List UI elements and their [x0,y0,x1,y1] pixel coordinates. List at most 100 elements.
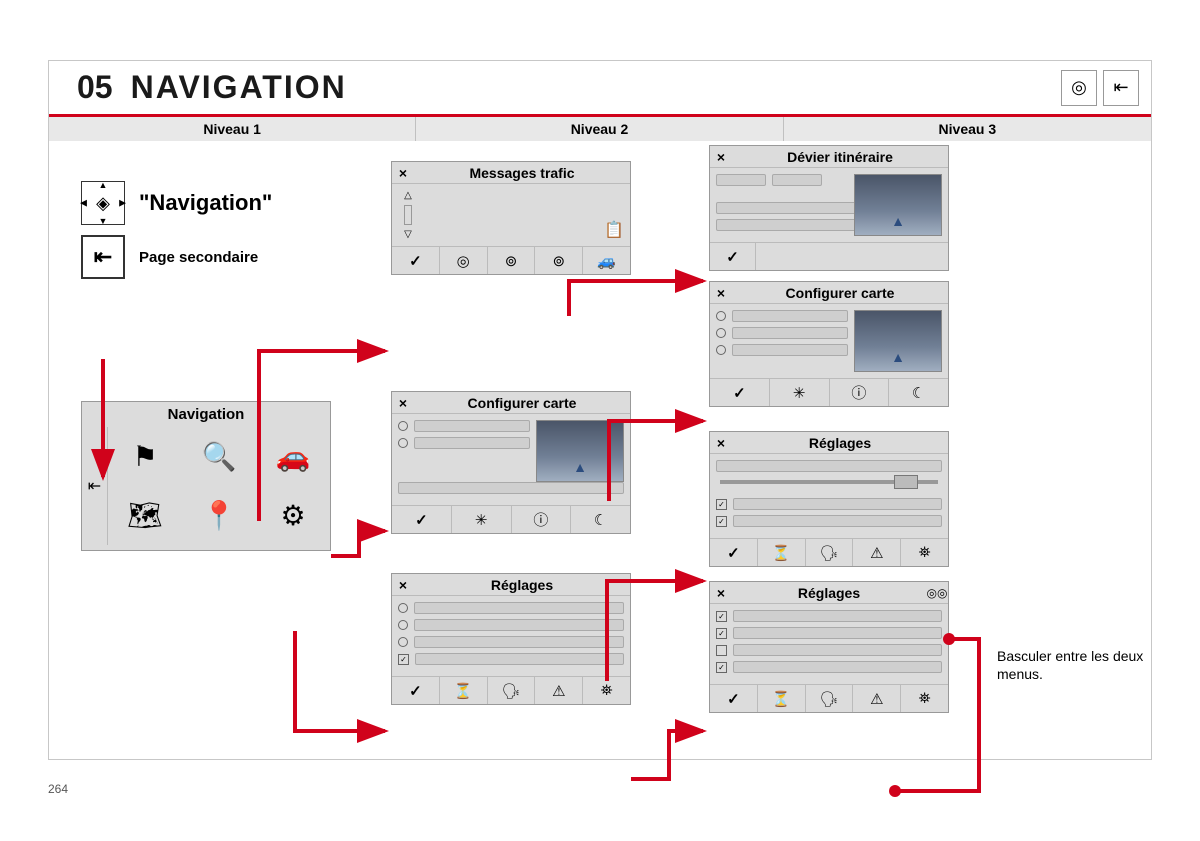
radio-icon[interactable] [716,345,726,355]
radio-icon[interactable] [398,620,408,630]
radio-icon[interactable] [398,603,408,613]
screen-title: Configurer carte [414,395,630,411]
scrollbar[interactable] [404,205,412,225]
screen-title: Messages trafic [414,165,630,181]
screen-reglages-l2: × Réglages ✓ ✓ ⏳ 🗣 ⚠ ⛯ [391,573,631,705]
car-icon[interactable]: 🚙 [583,247,630,274]
close-icon[interactable]: × [710,285,732,301]
up-icon: △ [404,190,412,201]
confirm-button[interactable]: ✓ [710,539,758,566]
screen-title: Dévier itinéraire [732,149,948,165]
close-icon[interactable]: × [392,577,414,593]
secondary-row: ⇤ Page secondaire [81,235,258,279]
warning-icon[interactable]: ⚠ [853,685,901,712]
map-thumbnail [854,310,942,372]
voice-icon[interactable]: 🗣 [488,677,536,704]
nav-label-row: ◈ ▲ ▼ ◀ ▶ "Navigation" [81,181,272,225]
compass-icon: ◈ ▲ ▼ ◀ ▶ [81,181,125,225]
confirm-button[interactable]: ✓ [392,247,440,274]
confirm-button[interactable]: ✓ [710,243,756,270]
manual-page: 05 NAVIGATION ◎ ⇤ Niveau 1 Niveau 2 Nive… [48,60,1152,760]
secondary-page-label: Page secondaire [139,249,258,266]
compass-icon[interactable]: ✳ [452,506,512,533]
confirm-button[interactable]: ✓ [392,506,452,533]
daynight-icon[interactable]: ☾ [889,379,948,406]
screen-messages-trafic: × Messages trafic △ ▽ 📋 ✓ ◎ ⊚ ⊚ 🚙 [391,161,631,275]
checkbox-icon[interactable]: ✓ [398,654,409,665]
map-icon: 🗺 [108,486,182,545]
confirm-button[interactable]: ✓ [710,379,770,406]
radio-icon[interactable] [398,421,408,431]
confirm-button[interactable]: ✓ [392,677,440,704]
checkbox-icon[interactable]: ✓ [716,611,727,622]
radio-icon[interactable] [398,438,408,448]
option3-icon[interactable]: ⊚ [535,247,583,274]
warning-icon[interactable]: ⚠ [853,539,901,566]
checkbox-icon[interactable]: ✓ [716,662,727,673]
list-icon: 📋 [604,220,624,240]
route-icon[interactable]: ⛯ [583,677,630,704]
route-icon[interactable]: ⛯ [901,685,948,712]
level-2-header: Niveau 2 [416,117,783,141]
map-thumbnail [536,420,624,482]
panel-exit-icon: ⇤ [82,427,108,545]
option2-icon[interactable]: ⊚ [488,247,536,274]
title-corner-icons: ◎ ⇤ [1061,70,1139,106]
navigation-label: "Navigation" [139,190,272,216]
timer-icon[interactable]: ⏳ [440,677,488,704]
close-icon[interactable]: × [392,395,414,411]
screen-title: Configurer carte [732,285,948,301]
title-bar: 05 NAVIGATION ◎ ⇤ [49,61,1151,117]
timer-icon[interactable]: ⏳ [758,539,806,566]
route-icon[interactable]: ⛯ [901,539,948,566]
checkbox-icon[interactable] [716,645,727,656]
close-icon[interactable]: × [710,435,732,451]
level-1-header: Niveau 1 [49,117,416,141]
traffic-icon: 🚗 [256,427,330,486]
section-title: NAVIGATION [131,69,347,106]
screen-configurer-carte: × Configurer carte ✓ ✳ ⓘ ☾ [391,391,631,534]
screen-title: Réglages [732,585,926,601]
radio-icon[interactable] [716,328,726,338]
radio-icon[interactable] [398,637,408,647]
compass-icon[interactable]: ✳ [770,379,830,406]
info-icon[interactable]: ⓘ [512,506,572,533]
checkbox-icon[interactable]: ✓ [716,516,727,527]
screen-devier-itineraire: × Dévier itinéraire ✓ [709,145,949,271]
search-icon: 🔍 [182,427,256,486]
map-thumbnail [854,174,942,236]
toolbar-spacer [756,243,948,270]
screen-configurer-carte-l3: × Configurer carte ✓ ✳ ⓘ ☾ [709,281,949,407]
close-icon[interactable]: × [710,149,732,165]
exit-icon: ⇤ [81,235,125,279]
timer-icon[interactable]: ⏳ [758,685,806,712]
close-icon[interactable]: × [392,165,414,181]
confirm-button[interactable]: ✓ [710,685,758,712]
side-note: Basculer entre les deux menus. [997,647,1145,683]
content-area: ◈ ▲ ▼ ◀ ▶ "Navigation" ⇤ Page secondaire… [49,141,1151,759]
poi-icon: 📍 [182,486,256,545]
double-radio-icon: ◎◎ [926,586,948,600]
close-icon[interactable]: × [710,585,732,601]
screen-title: Réglages [732,435,948,451]
down-icon: ▽ [404,229,412,240]
navigation-panel-title: Navigation [82,402,330,427]
warning-icon[interactable]: ⚠ [535,677,583,704]
screen-reglages-l3a: × Réglages ✓ ✓ ✓ ⏳ 🗣 ⚠ ⛯ [709,431,949,567]
screen-title: Réglages [414,577,630,593]
daynight-icon[interactable]: ☾ [571,506,630,533]
screen-reglages-l3b: × Réglages ◎◎ ✓ ✓ ✓ ✓ ⏳ 🗣 ⚠ ⛯ [709,581,949,713]
level-3-header: Niveau 3 [784,117,1151,141]
info-icon[interactable]: ⓘ [830,379,890,406]
voice-icon[interactable]: 🗣 [806,685,854,712]
exit-small-icon: ⇤ [1103,70,1139,106]
slider[interactable] [720,480,938,484]
gear-icon: ⚙ [256,486,330,545]
radio-icon[interactable] [716,311,726,321]
page-number: 264 [48,782,68,796]
compass-small-icon[interactable]: ◎ [440,247,488,274]
voice-icon[interactable]: 🗣 [806,539,854,566]
checkbox-icon[interactable]: ✓ [716,499,727,510]
checkbox-icon[interactable]: ✓ [716,628,727,639]
levels-header: Niveau 1 Niveau 2 Niveau 3 [49,117,1151,141]
